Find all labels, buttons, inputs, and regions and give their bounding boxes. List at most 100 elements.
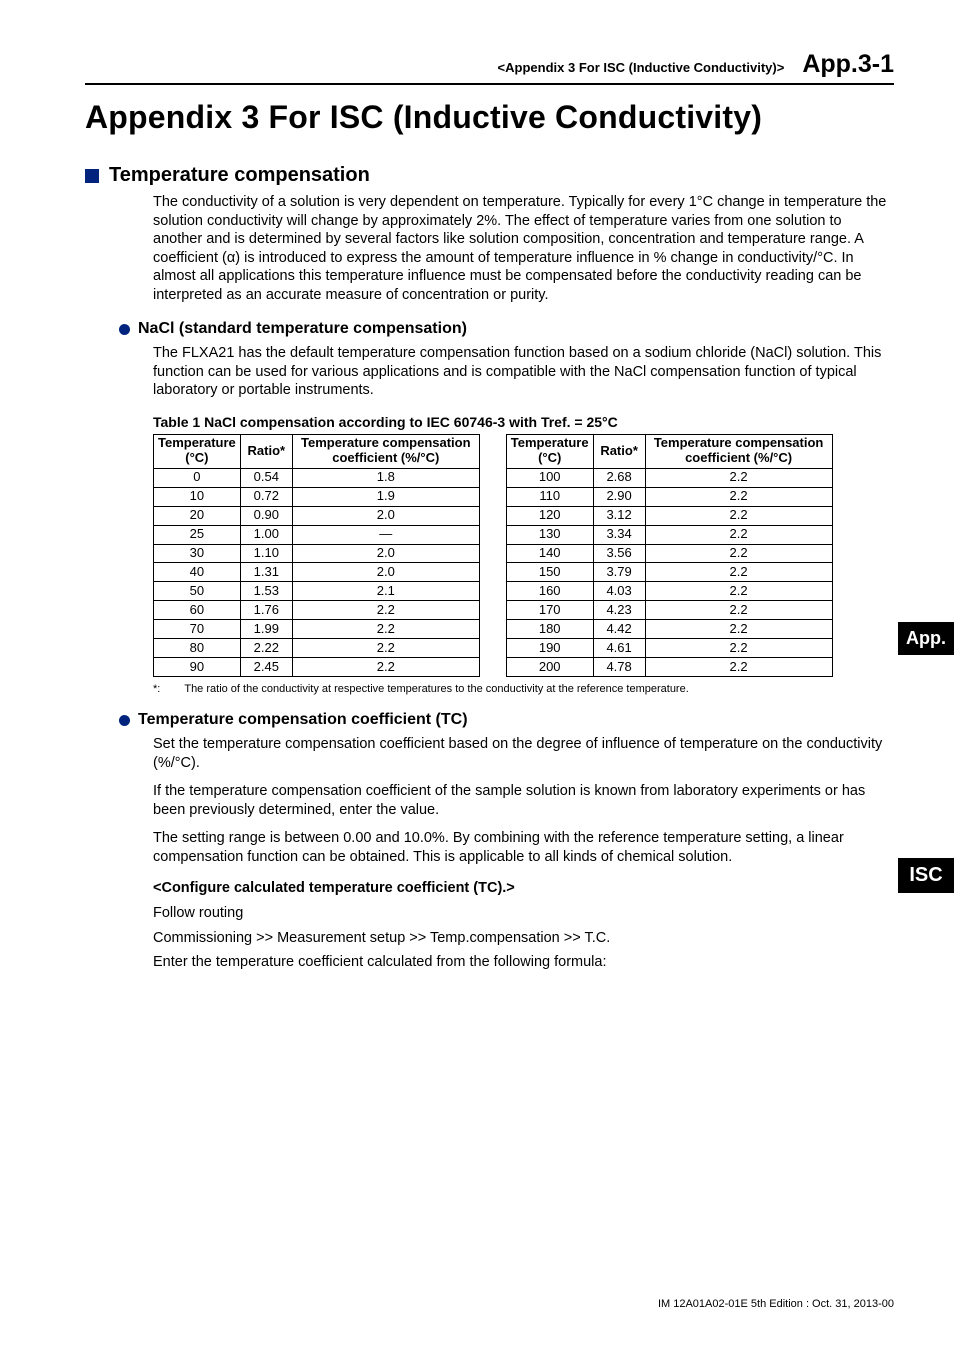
section3-p4: Follow routing [153, 904, 894, 923]
table-caption: Table 1 NaCl compensation according to I… [153, 414, 894, 430]
table-cell-temp: 120 [506, 506, 593, 525]
table-cell-coef: 1.9 [292, 487, 479, 506]
table-row: 1704.232.2 [506, 601, 832, 620]
table-row: 1904.612.2 [506, 639, 832, 658]
table-cell-coef: 2.2 [645, 525, 832, 544]
table-cell-ratio: 4.61 [593, 639, 645, 658]
section3-p5: Commissioning >> Measurement setup >> Te… [153, 929, 894, 948]
table-cell-temp: 60 [154, 601, 241, 620]
table-row: 1604.032.2 [506, 582, 832, 601]
square-bullet-icon [85, 169, 99, 183]
table-row: 802.222.2 [154, 639, 480, 658]
table-cell-coef: 2.0 [292, 544, 479, 563]
table-cell-ratio: 1.99 [240, 620, 292, 639]
page-footer: IM 12A01A02-01E 5th Edition : Oct. 31, 2… [658, 1298, 894, 1310]
th-coef: Temperature compensa­tion coefficient (%… [645, 434, 832, 468]
table-cell-temp: 40 [154, 563, 241, 582]
table-cell-coef: 2.0 [292, 563, 479, 582]
table-cell-temp: 130 [506, 525, 593, 544]
table-cell-ratio: 0.54 [240, 468, 292, 487]
table-cell-coef: 2.2 [645, 601, 832, 620]
table-row: 1403.562.2 [506, 544, 832, 563]
th-ratio: Ratio* [240, 434, 292, 468]
section-heading-temp-comp: Temperature compensation [109, 164, 370, 187]
table-cell-ratio: 0.72 [240, 487, 292, 506]
table-cell-coef: 2.2 [645, 620, 832, 639]
table-cell-ratio: 2.22 [240, 639, 292, 658]
table-cell-coef: 1.8 [292, 468, 479, 487]
page-title: Appendix 3 For ISC (Inductive Conductivi… [85, 99, 894, 136]
table-cell-temp: 70 [154, 620, 241, 639]
round-bullet-icon [119, 324, 130, 335]
table-cell-coef: 2.2 [645, 468, 832, 487]
table-cell-temp: 20 [154, 506, 241, 525]
table-row: 701.992.2 [154, 620, 480, 639]
table-cell-ratio: 1.31 [240, 563, 292, 582]
table-cell-ratio: 4.78 [593, 658, 645, 677]
section-heading-nacl: NaCl (standard temperature compensation) [138, 320, 467, 338]
section3-p3: The setting range is between 0.00 and 10… [153, 829, 894, 866]
th-coef: Temperature compensa­tion coefficient (%… [292, 434, 479, 468]
section2-paragraph: The FLXA21 has the default temperature c… [153, 344, 894, 400]
section3-p1: Set the temperature compensation coeffic… [153, 735, 894, 772]
round-bullet-icon [119, 715, 130, 726]
table-cell-temp: 10 [154, 487, 241, 506]
table-cell-temp: 200 [506, 658, 593, 677]
table-cell-ratio: 3.34 [593, 525, 645, 544]
header-appendix-label: <Appendix 3 For ISC (Inductive Conductiv… [498, 60, 785, 75]
table-cell-temp: 180 [506, 620, 593, 639]
nacl-table-left: Temperature (°C) Ratio* Temperature comp… [153, 434, 480, 677]
table-cell-coef: 2.0 [292, 506, 479, 525]
table-cell-temp: 50 [154, 582, 241, 601]
table-cell-temp: 170 [506, 601, 593, 620]
th-ratio: Ratio* [593, 434, 645, 468]
table-row: 902.452.2 [154, 658, 480, 677]
table-cell-ratio: 1.00 [240, 525, 292, 544]
table-row: 00.541.8 [154, 468, 480, 487]
section3-p6: Enter the temperature coefficient calcul… [153, 953, 894, 972]
table-cell-coef: 2.2 [645, 582, 832, 601]
table-row: 251.00— [154, 525, 480, 544]
table-cell-coef: 2.2 [645, 544, 832, 563]
nacl-table-right: Temperature (°C) Ratio* Temperature comp… [506, 434, 833, 677]
table-row: 1503.792.2 [506, 563, 832, 582]
table-row: 301.102.0 [154, 544, 480, 563]
table-cell-ratio: 1.53 [240, 582, 292, 601]
table-cell-coef: 2.2 [292, 658, 479, 677]
table-row: 1002.682.2 [506, 468, 832, 487]
table-cell-temp: 150 [506, 563, 593, 582]
table-cell-temp: 140 [506, 544, 593, 563]
table-row: 1102.902.2 [506, 487, 832, 506]
table-cell-temp: 190 [506, 639, 593, 658]
table-cell-ratio: 3.12 [593, 506, 645, 525]
table-row: 100.721.9 [154, 487, 480, 506]
table-cell-coef: 2.2 [645, 506, 832, 525]
table-cell-coef: 2.2 [292, 601, 479, 620]
table-cell-temp: 25 [154, 525, 241, 544]
table-cell-ratio: 4.23 [593, 601, 645, 620]
table-cell-coef: 2.2 [292, 639, 479, 658]
table-cell-ratio: 3.56 [593, 544, 645, 563]
table-cell-ratio: 2.68 [593, 468, 645, 487]
table-row: 501.532.1 [154, 582, 480, 601]
table-cell-ratio: 2.45 [240, 658, 292, 677]
table-cell-temp: 30 [154, 544, 241, 563]
table-cell-coef: 2.2 [645, 563, 832, 582]
table-row: 601.762.2 [154, 601, 480, 620]
table-row: 1203.122.2 [506, 506, 832, 525]
table-row: 401.312.0 [154, 563, 480, 582]
table-cell-ratio: 1.10 [240, 544, 292, 563]
footnote-text: The ratio of the conductivity at respect… [184, 683, 688, 695]
table-cell-ratio: 3.79 [593, 563, 645, 582]
table-cell-coef: 2.2 [645, 487, 832, 506]
table-row: 2004.782.2 [506, 658, 832, 677]
section-heading-tc: Temperature compensation coefficient (TC… [138, 711, 468, 729]
th-temp: Temperature (°C) [154, 434, 241, 468]
table-cell-coef: 2.2 [292, 620, 479, 639]
table-cell-temp: 80 [154, 639, 241, 658]
table-cell-ratio: 4.42 [593, 620, 645, 639]
table-cell-temp: 110 [506, 487, 593, 506]
table-row: 200.902.0 [154, 506, 480, 525]
header-page-number: App.3-1 [802, 50, 894, 79]
table-cell-temp: 0 [154, 468, 241, 487]
